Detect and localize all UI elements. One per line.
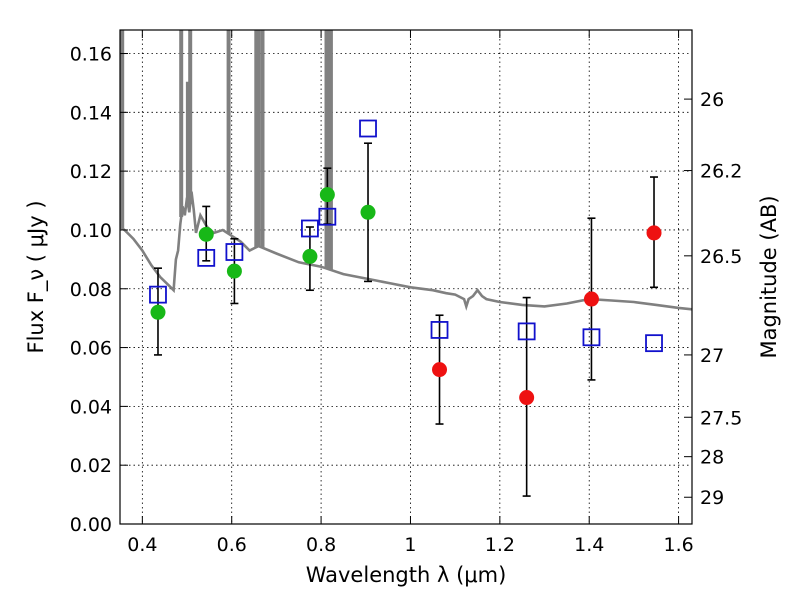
- observed-flux-point: [319, 187, 335, 203]
- y2-tick-label: 26.5: [700, 246, 742, 268]
- y-tick-label: 0.00: [70, 514, 112, 536]
- model-flux-square: [517, 322, 536, 341]
- model-flux-square: [225, 243, 244, 261]
- y-tick-label: 0.12: [70, 161, 112, 183]
- plot-frame: [119, 29, 693, 525]
- y-tick-label: 0.14: [70, 102, 112, 124]
- y2-tick-label: 27.5: [700, 407, 742, 429]
- y2-tick-label: 26.2: [700, 161, 742, 183]
- emission-line: [120, 30, 125, 229]
- x-tick-label: 1.2: [485, 534, 515, 556]
- y2-tick-label: 28: [700, 447, 724, 469]
- observed-flux-point: [150, 304, 166, 320]
- model-flux-square: [430, 321, 449, 339]
- x-tick-label: 1.6: [663, 534, 693, 556]
- observed-flux-point: [360, 204, 376, 220]
- y-tick-label: 0.10: [70, 220, 112, 242]
- x-tick-label: 0.6: [217, 534, 247, 556]
- y-axis-label: Flux F_ν ( μJy ): [24, 200, 49, 353]
- grid-lines: [120, 30, 692, 525]
- y2-axis-label: Magnitude (AB): [757, 195, 781, 358]
- observed-flux-point: [198, 226, 214, 242]
- y2-tick-label: 26: [700, 89, 724, 111]
- x-tick-label: 1.4: [574, 534, 604, 556]
- model-flux-square: [582, 328, 601, 347]
- emission-line: [328, 30, 333, 270]
- model-flux-square: [301, 219, 319, 238]
- observed-flux-point: [519, 390, 535, 406]
- y2-tick-label: 29: [700, 487, 724, 509]
- model-flux-square: [318, 207, 337, 226]
- y2-tick-label: 27: [700, 345, 724, 367]
- y-tick-label: 0.02: [70, 455, 112, 477]
- model-flux-square: [359, 119, 377, 138]
- y-tick-label: 0.16: [70, 44, 112, 66]
- x-tick-label: 0.8: [306, 534, 336, 556]
- model-spectrum-line: [120, 191, 692, 311]
- y-tick-label: 0.06: [70, 338, 112, 360]
- observed-flux-point: [646, 225, 662, 241]
- emission-line: [179, 30, 184, 217]
- observed-flux-point: [583, 291, 599, 307]
- observed-flux-point: [432, 362, 448, 378]
- x-tick-label: 0.4: [127, 534, 157, 556]
- plot-area: [120, 30, 692, 497]
- emission-line: [188, 30, 193, 205]
- emission-line: [226, 30, 231, 234]
- axis-ticks: 0.4 0.6 0.8 1 1.2 1.4 1.6 0.00 0.02 0.04 0.06 0.08 0…: [70, 30, 742, 556]
- observed-flux-point: [302, 248, 318, 264]
- y-tick-label: 0.04: [70, 396, 112, 418]
- emission-line: [260, 30, 265, 248]
- model-flux-square: [197, 248, 216, 267]
- model-flux-square: [645, 334, 663, 353]
- x-tick-label: 1: [404, 534, 416, 556]
- y-tick-label: 0.08: [70, 279, 112, 301]
- x-axis-label: Wavelength λ (μm): [306, 563, 507, 587]
- model-flux-square: [149, 285, 167, 304]
- observed-flux-point: [226, 263, 242, 279]
- emission-line: [256, 30, 261, 247]
